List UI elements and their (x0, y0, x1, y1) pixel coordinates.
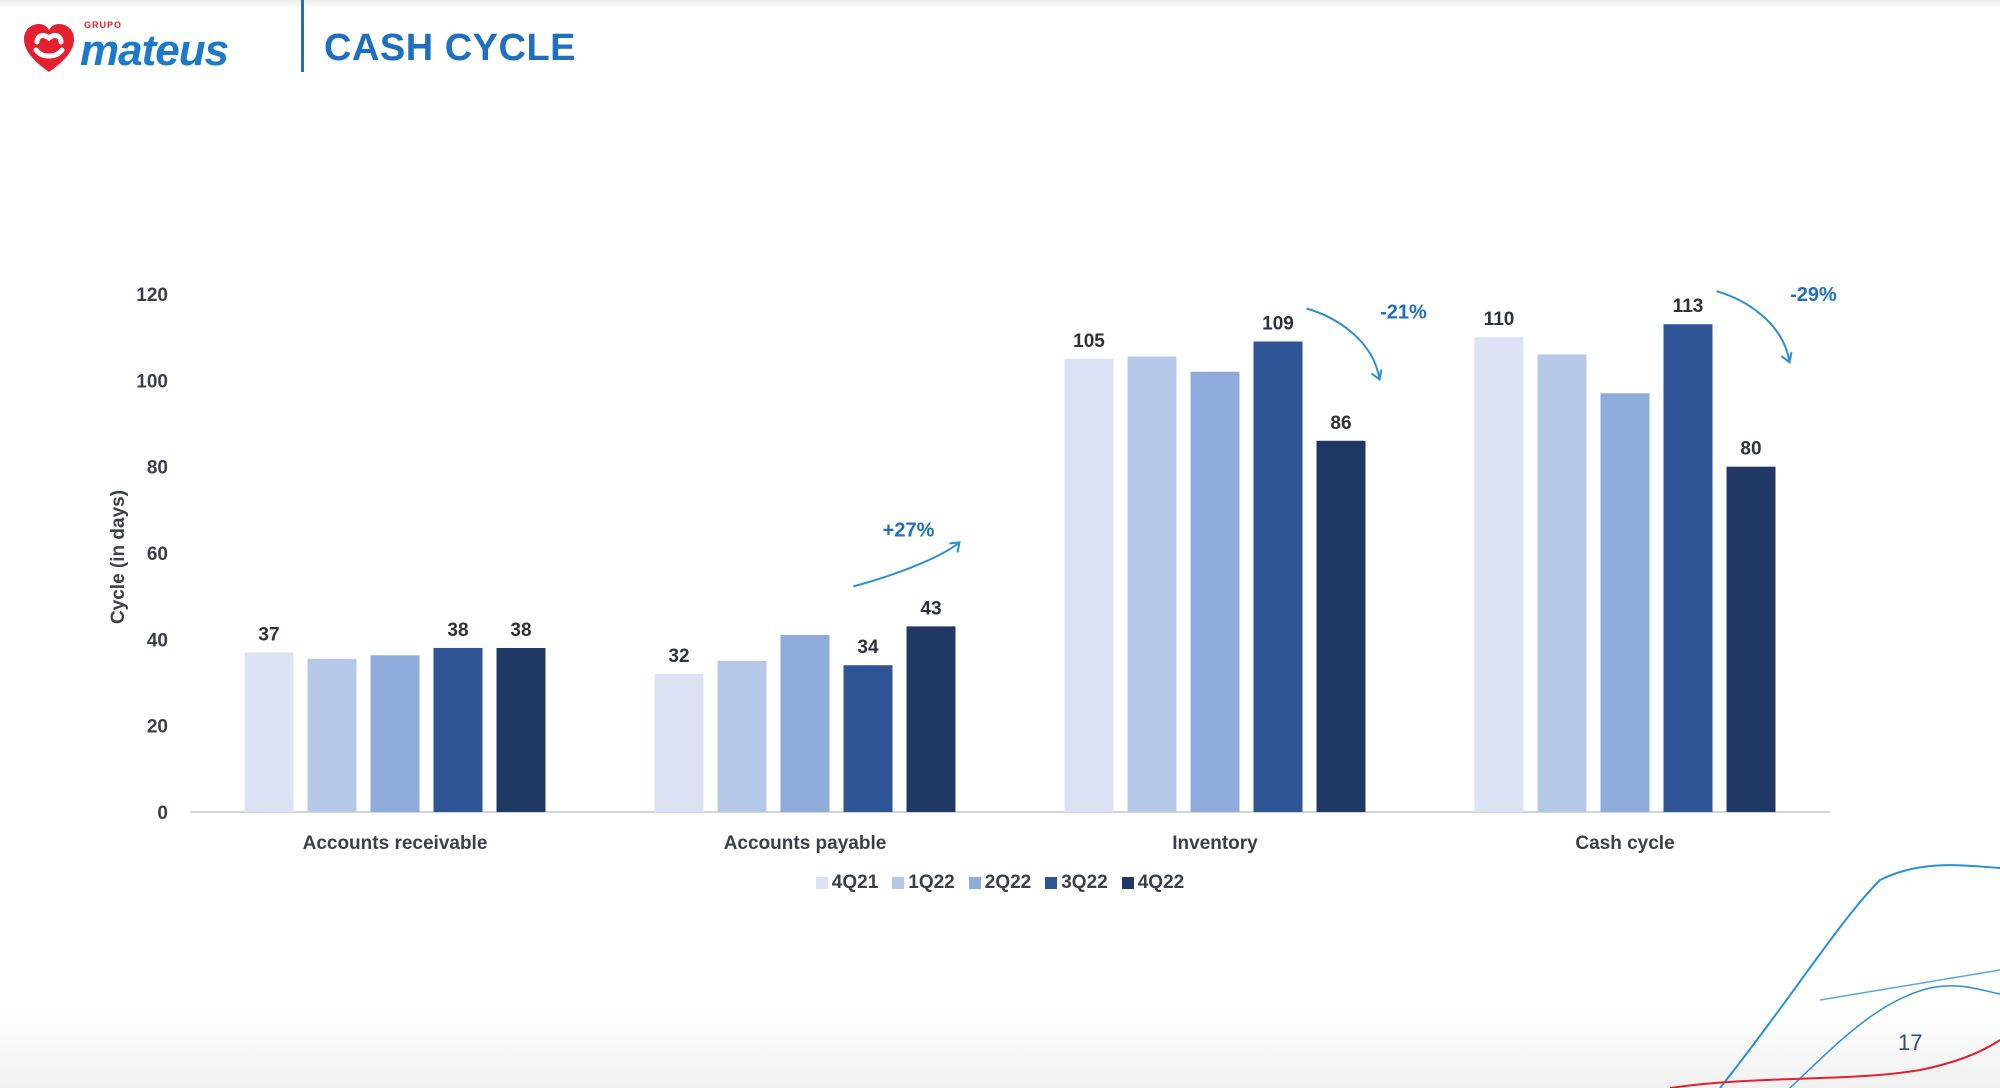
data-label: 37 (258, 624, 279, 645)
x-category-label: Cash cycle (1575, 833, 1674, 854)
y-tick-label: 40 (147, 630, 168, 651)
y-tick-label: 60 (147, 544, 168, 565)
top-shade (0, 0, 2000, 8)
legend-item: 4Q22 (1121, 872, 1185, 894)
bar (496, 647, 546, 812)
bar (1253, 341, 1303, 812)
change-annotation: -21% (1380, 301, 1427, 323)
bar (1190, 371, 1240, 812)
header-divider (301, 0, 304, 72)
x-category-label: Accounts receivable (303, 833, 488, 854)
data-label: 38 (510, 620, 531, 641)
bar (1127, 356, 1177, 812)
bar (244, 652, 294, 812)
change-annotation: -29% (1790, 284, 1837, 306)
bar (843, 665, 893, 812)
logo-wordmark: mateus (80, 26, 229, 75)
data-label: 43 (920, 598, 941, 619)
bar (307, 658, 357, 812)
legend-item: 4Q21 (815, 872, 879, 894)
bar (1064, 358, 1114, 812)
legend-item: 1Q22 (892, 872, 955, 894)
page-title: CASH CYCLE (324, 27, 577, 69)
data-label: 113 (1673, 296, 1704, 317)
legend-swatch (815, 877, 828, 889)
legend-item: 2Q22 (968, 872, 1032, 894)
data-label: 38 (447, 620, 468, 641)
data-label: 34 (857, 637, 879, 658)
bar (1663, 324, 1713, 812)
data-label: 110 (1484, 309, 1515, 330)
legend-label: 3Q22 (1061, 872, 1108, 893)
x-category-label: Accounts payable (724, 833, 887, 854)
arrowhead (1780, 352, 1793, 364)
company-logo: GRUPO mateus (22, 18, 272, 75)
legend-swatch (892, 877, 905, 889)
y-tick-label: 80 (147, 458, 168, 479)
trend-arrow-up (853, 541, 961, 588)
y-tick-label: 20 (147, 717, 168, 738)
bar (906, 626, 956, 812)
trend-arrow-down (1716, 290, 1791, 363)
slide-header: GRUPO mateus CASH CYCLE (0, 0, 2000, 90)
y-tick-label: 120 (136, 285, 168, 306)
bar (1316, 440, 1366, 812)
bar (717, 660, 767, 812)
data-label: 80 (1740, 439, 1761, 460)
data-label: 109 (1262, 313, 1294, 334)
legend-label: 4Q21 (831, 872, 879, 893)
chart-legend: 4Q21 1Q22 2Q22 3Q22 4Q22 (0, 872, 2000, 894)
y-axis-title: Cycle (in days) (108, 490, 129, 624)
legend-swatch (968, 877, 981, 889)
bar (1474, 337, 1524, 812)
bar (1726, 466, 1776, 812)
bar (433, 647, 483, 812)
legend-swatch (1121, 877, 1134, 889)
heart-logo-icon (24, 24, 74, 72)
x-category-label: Inventory (1172, 833, 1258, 854)
bar (1537, 354, 1587, 812)
legend-label: 4Q22 (1137, 872, 1185, 893)
legend-item: 3Q22 (1045, 872, 1108, 894)
legend-label: 1Q22 (908, 872, 955, 893)
arrowhead (949, 541, 961, 553)
y-tick-label: 0 (157, 803, 168, 824)
bottom-shade (0, 1010, 2000, 1088)
logo-grupo-text: GRUPO (84, 20, 123, 30)
arrowhead (1370, 369, 1383, 382)
data-label: 105 (1073, 331, 1105, 352)
legend-swatch (1045, 877, 1058, 889)
y-tick-label: 100 (136, 371, 168, 392)
bar (654, 673, 704, 812)
bar (1600, 393, 1650, 812)
page-number: 17 (1898, 1030, 1923, 1055)
bar (370, 655, 420, 812)
data-label: 86 (1330, 413, 1351, 434)
data-label: 32 (668, 646, 689, 667)
legend-label: 2Q22 (984, 872, 1032, 893)
trend-arrow-down (1306, 307, 1381, 380)
change-annotation: +27% (883, 519, 935, 541)
bar (780, 635, 830, 812)
